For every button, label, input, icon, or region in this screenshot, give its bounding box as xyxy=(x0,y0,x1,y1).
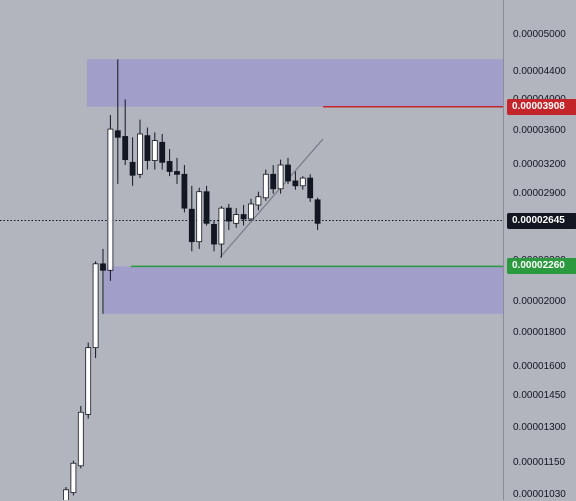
candle-body xyxy=(181,173,188,209)
price-tick-label: 0.00003200 xyxy=(513,159,566,171)
support-price-tag: 0.00002260 xyxy=(507,258,576,275)
price-tick-label: 0.00002000 xyxy=(513,296,566,307)
candle-body xyxy=(107,128,114,271)
price-tick-label: 0.00003600 xyxy=(513,124,566,136)
price-tick-label: 0.00004400 xyxy=(513,66,566,78)
candle-body xyxy=(307,177,314,199)
candle-body xyxy=(255,196,262,206)
candle-body xyxy=(92,263,99,349)
trendline xyxy=(219,138,324,258)
candle-body xyxy=(292,180,299,187)
price-tick-label: 0.00001600 xyxy=(513,361,566,373)
candle-body xyxy=(77,411,84,467)
support-zone xyxy=(104,266,503,314)
candle-body xyxy=(277,164,284,190)
price-chart[interactable] xyxy=(0,0,503,500)
candle-body xyxy=(270,173,277,190)
price-tick-label: 0.00002900 xyxy=(513,187,566,199)
price-tick-label: 0.00005000 xyxy=(513,29,566,40)
candle-body xyxy=(85,347,92,415)
candle-body xyxy=(100,263,106,271)
candle-body xyxy=(225,207,232,222)
candle-body xyxy=(114,130,121,138)
current-price-tag: 0.00002645 xyxy=(507,212,576,229)
price-axis[interactable]: 0.000050000.000044000.000040000.00003600… xyxy=(503,0,576,500)
price-tick-label: 0.00001450 xyxy=(513,389,566,401)
candle-body xyxy=(144,135,151,161)
candle-body xyxy=(285,164,291,182)
candle-body xyxy=(314,199,321,224)
candle-body xyxy=(218,207,225,245)
candle-body xyxy=(151,140,158,161)
candle-body xyxy=(137,133,143,175)
price-tick-label: 0.00001030 xyxy=(513,489,566,501)
candle-body xyxy=(166,161,173,172)
candle-body xyxy=(122,136,129,161)
candle-body xyxy=(233,214,240,224)
price-tick-label: 0.00001300 xyxy=(513,421,566,433)
candle-body xyxy=(203,191,210,224)
candle-body xyxy=(196,191,203,243)
candle-body xyxy=(129,161,136,176)
candle-body xyxy=(159,141,166,163)
candle-body xyxy=(211,224,217,245)
candle-body xyxy=(262,173,269,199)
resistance-zone xyxy=(87,59,503,107)
candle-body xyxy=(70,462,77,493)
chart-pane[interactable] xyxy=(0,0,503,500)
price-tick-label: 0.00001800 xyxy=(513,326,566,338)
price-tick-label: 0.00001150 xyxy=(513,457,566,469)
candle-body xyxy=(248,203,254,220)
candle-body xyxy=(63,489,69,500)
candle-body xyxy=(188,208,195,243)
candle-body xyxy=(174,171,180,175)
candle-body xyxy=(240,214,247,220)
candle-body xyxy=(299,177,306,187)
resistance-price-tag: 0.00003908 xyxy=(507,98,576,115)
